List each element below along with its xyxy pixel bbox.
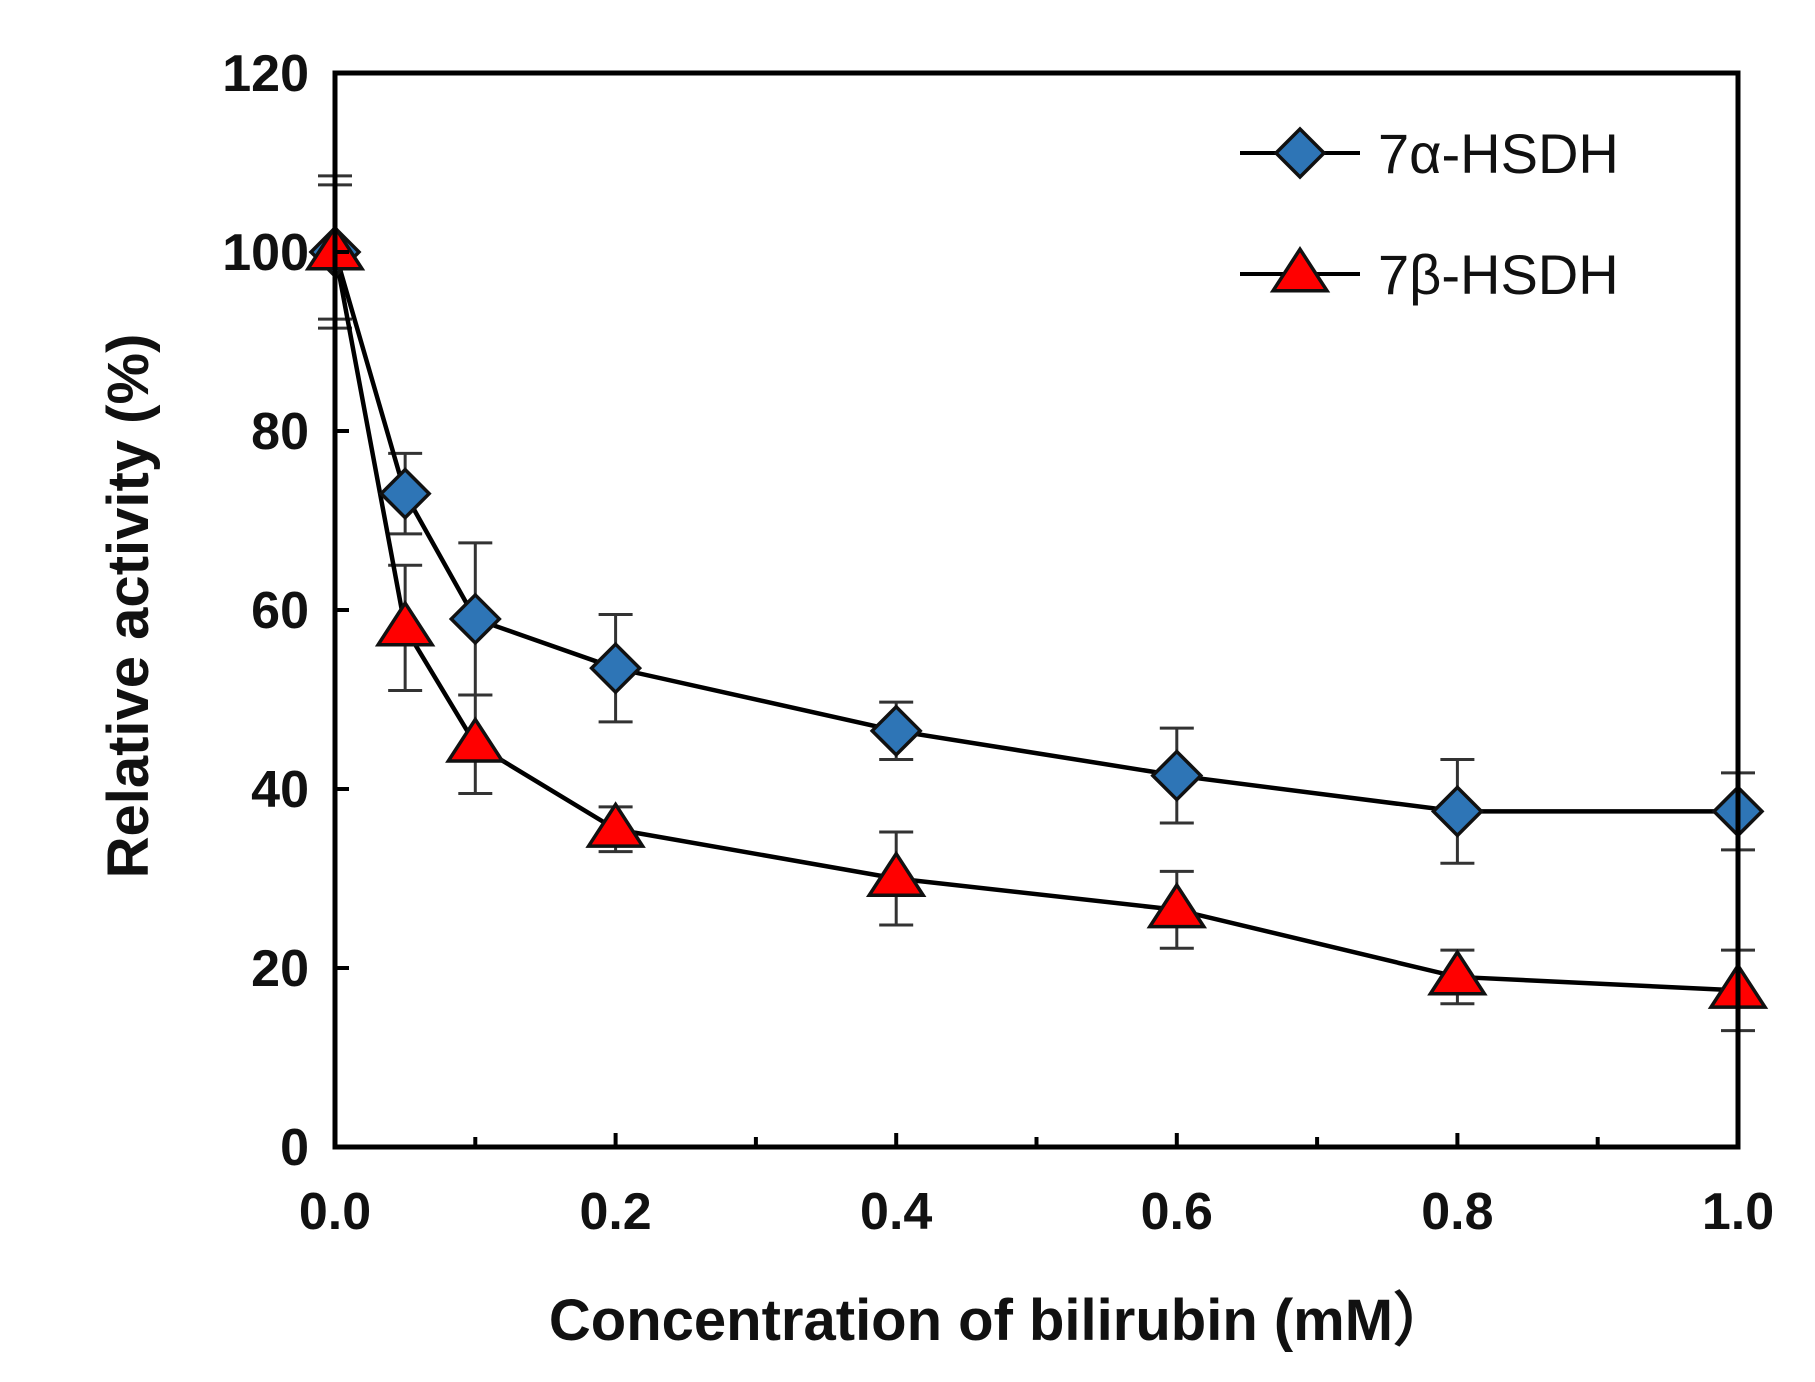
axes [332, 70, 1741, 1150]
y-tick-label: 60 [251, 582, 309, 640]
x-tick-label: 0.4 [860, 1183, 932, 1241]
legend-label-alpha: 7α-HSDH [1378, 122, 1619, 185]
y-tick-label: 80 [251, 403, 309, 461]
data-point-alpha [1150, 749, 1204, 803]
y-tick-label: 40 [251, 761, 309, 819]
series-markers [304, 223, 1769, 1009]
legend: 7α-HSDH 7β-HSDH [1240, 122, 1619, 306]
data-point-beta [374, 599, 436, 647]
y-tick-label: 100 [222, 224, 309, 282]
legend-label-beta: 7β-HSDH [1378, 243, 1619, 306]
y-tick-label: 0 [280, 1119, 309, 1177]
y-tick-label: 20 [251, 940, 309, 998]
legend-marker-alpha [1273, 126, 1327, 180]
tick-labels: 0 20 40 60 80 100 120 0.0 0.2 0.4 0.6 0.8 1.0 [222, 45, 1774, 1241]
data-point-beta [585, 801, 646, 848]
plot-frame [332, 70, 1741, 1150]
x-tick-label: 0.8 [1421, 1183, 1493, 1241]
data-point-beta [445, 716, 506, 763]
x-tick-label: 0.6 [1141, 1183, 1213, 1241]
y-tick-label: 120 [222, 45, 309, 103]
data-point-alpha [378, 467, 432, 521]
series-lines [332, 251, 1739, 993]
y-axis-title: Relative activity (%) [96, 334, 161, 879]
x-tick-label: 0.2 [579, 1183, 651, 1241]
series-line-beta [332, 251, 1739, 993]
data-point-alpha [448, 592, 502, 646]
data-point-alpha [589, 641, 643, 695]
data-point-alpha [1430, 784, 1484, 838]
x-tick-label: 1.0 [1702, 1183, 1774, 1241]
data-point-alpha [869, 704, 923, 758]
legend-marker-beta [1269, 245, 1331, 293]
series-line-alpha [332, 251, 1738, 814]
data-point-beta [865, 850, 927, 898]
x-tick-label: 0.0 [299, 1183, 371, 1241]
x-axis-title: Concentration of bilirubin (mM） [549, 1288, 1451, 1353]
data-point-beta [1427, 948, 1488, 996]
data-point-beta [1146, 881, 1208, 929]
